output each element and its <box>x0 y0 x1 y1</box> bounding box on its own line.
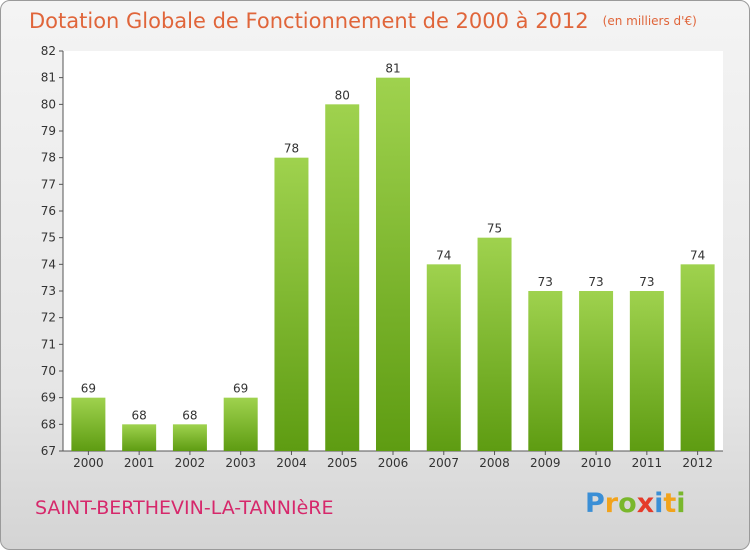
data-label: 73 <box>588 275 603 289</box>
data-label: 75 <box>487 222 502 236</box>
bar <box>477 237 512 451</box>
logo-letter: i <box>676 488 686 519</box>
data-label: 74 <box>436 248 451 262</box>
y-tick-label: 78 <box>41 151 56 165</box>
unit-label: (en milliers d'€) <box>602 14 697 28</box>
x-tick-label: 2008 <box>479 456 510 470</box>
data-label: 80 <box>335 88 350 102</box>
y-tick-label: 75 <box>41 231 56 245</box>
data-label: 74 <box>690 248 705 262</box>
logo-letter: i <box>654 488 664 519</box>
bar <box>528 291 563 451</box>
data-label: 73 <box>538 275 553 289</box>
commune-name: SAINT-BERTHEVIN-LA-TANNIèRE <box>35 497 334 519</box>
chart-title: Dotation Globale de Fonctionnement de 20… <box>29 9 697 33</box>
bar <box>426 264 461 451</box>
chart-title-text: Dotation Globale de Fonctionnement de 20… <box>29 9 589 33</box>
y-tick-label: 73 <box>41 284 56 298</box>
bar <box>579 291 614 451</box>
data-label: 69 <box>233 382 248 396</box>
y-tick-label: 72 <box>41 311 56 325</box>
y-tick-label: 80 <box>41 97 56 111</box>
x-tick-label: 2010 <box>581 456 612 470</box>
bar <box>680 264 715 451</box>
bar <box>122 424 157 451</box>
x-tick-label: 2007 <box>428 456 459 470</box>
data-label: 73 <box>639 275 654 289</box>
data-label: 69 <box>81 382 96 396</box>
y-tick-label: 81 <box>41 71 56 85</box>
x-tick-label: 2009 <box>530 456 561 470</box>
y-tick-label: 68 <box>41 417 56 431</box>
x-tick-label: 2005 <box>327 456 358 470</box>
y-tick-label: 76 <box>41 204 56 218</box>
y-tick-label: 74 <box>41 257 56 271</box>
y-tick-label: 77 <box>41 177 56 191</box>
logo-letter: x <box>636 488 655 519</box>
x-tick-label: 2000 <box>73 456 104 470</box>
x-tick-label: 2001 <box>124 456 155 470</box>
x-tick-label: 2012 <box>682 456 713 470</box>
x-tick-label: 2002 <box>175 456 206 470</box>
data-label: 68 <box>182 408 197 422</box>
bar <box>172 424 207 451</box>
logo-letter: o <box>618 488 637 519</box>
data-label: 78 <box>284 142 299 156</box>
bar <box>71 397 106 451</box>
y-tick-label: 82 <box>41 44 56 58</box>
bar <box>629 291 664 451</box>
x-tick-label: 2006 <box>378 456 409 470</box>
bar <box>274 157 309 451</box>
bar <box>376 77 410 452</box>
x-tick-label: 2011 <box>632 456 663 470</box>
data-label: 81 <box>385 62 400 76</box>
logo-letter: P <box>585 488 605 519</box>
data-label: 68 <box>132 408 147 422</box>
logo-letter: r <box>604 488 619 519</box>
y-tick-label: 70 <box>41 364 56 378</box>
y-tick-label: 67 <box>41 444 56 458</box>
y-tick-label: 71 <box>41 337 56 351</box>
logo-letter: t <box>663 488 677 519</box>
x-tick-label: 2003 <box>225 456 256 470</box>
x-tick-label: 2004 <box>276 456 307 470</box>
y-tick-label: 79 <box>41 124 56 138</box>
bar <box>223 397 258 451</box>
bar <box>325 104 360 451</box>
y-tick-label: 69 <box>41 391 56 405</box>
proxiti-logo: Proxiti <box>585 488 686 519</box>
